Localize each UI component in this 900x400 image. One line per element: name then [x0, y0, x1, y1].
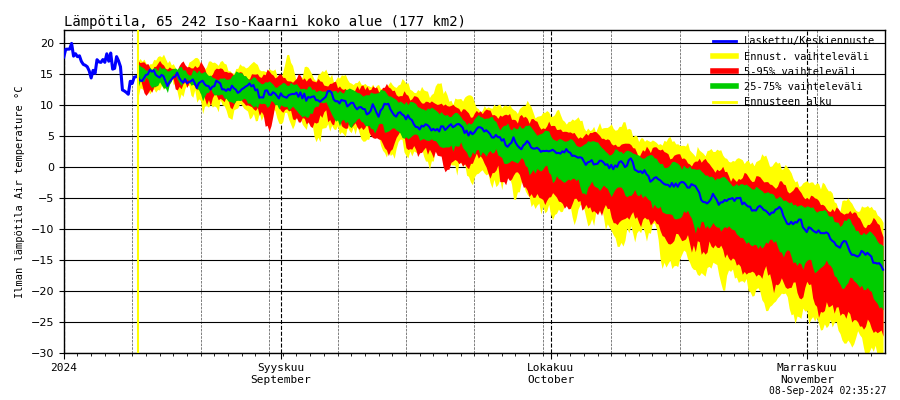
Text: Lämpötila, 65 242 Iso-Kaarni koko alue (177 km2): Lämpötila, 65 242 Iso-Kaarni koko alue (…: [64, 15, 466, 29]
Text: 08-Sep-2024 02:35:27: 08-Sep-2024 02:35:27: [769, 386, 886, 396]
Legend: Laskettu/Keskiennuste, Ennust. vaihteleväli, 5-95% vaihteleväli, 25-75% vaihtele: Laskettu/Keskiennuste, Ennust. vaihtelev…: [709, 32, 880, 111]
Y-axis label: Ilman lämpötila Air temperature °C: Ilman lämpötila Air temperature °C: [15, 85, 25, 298]
